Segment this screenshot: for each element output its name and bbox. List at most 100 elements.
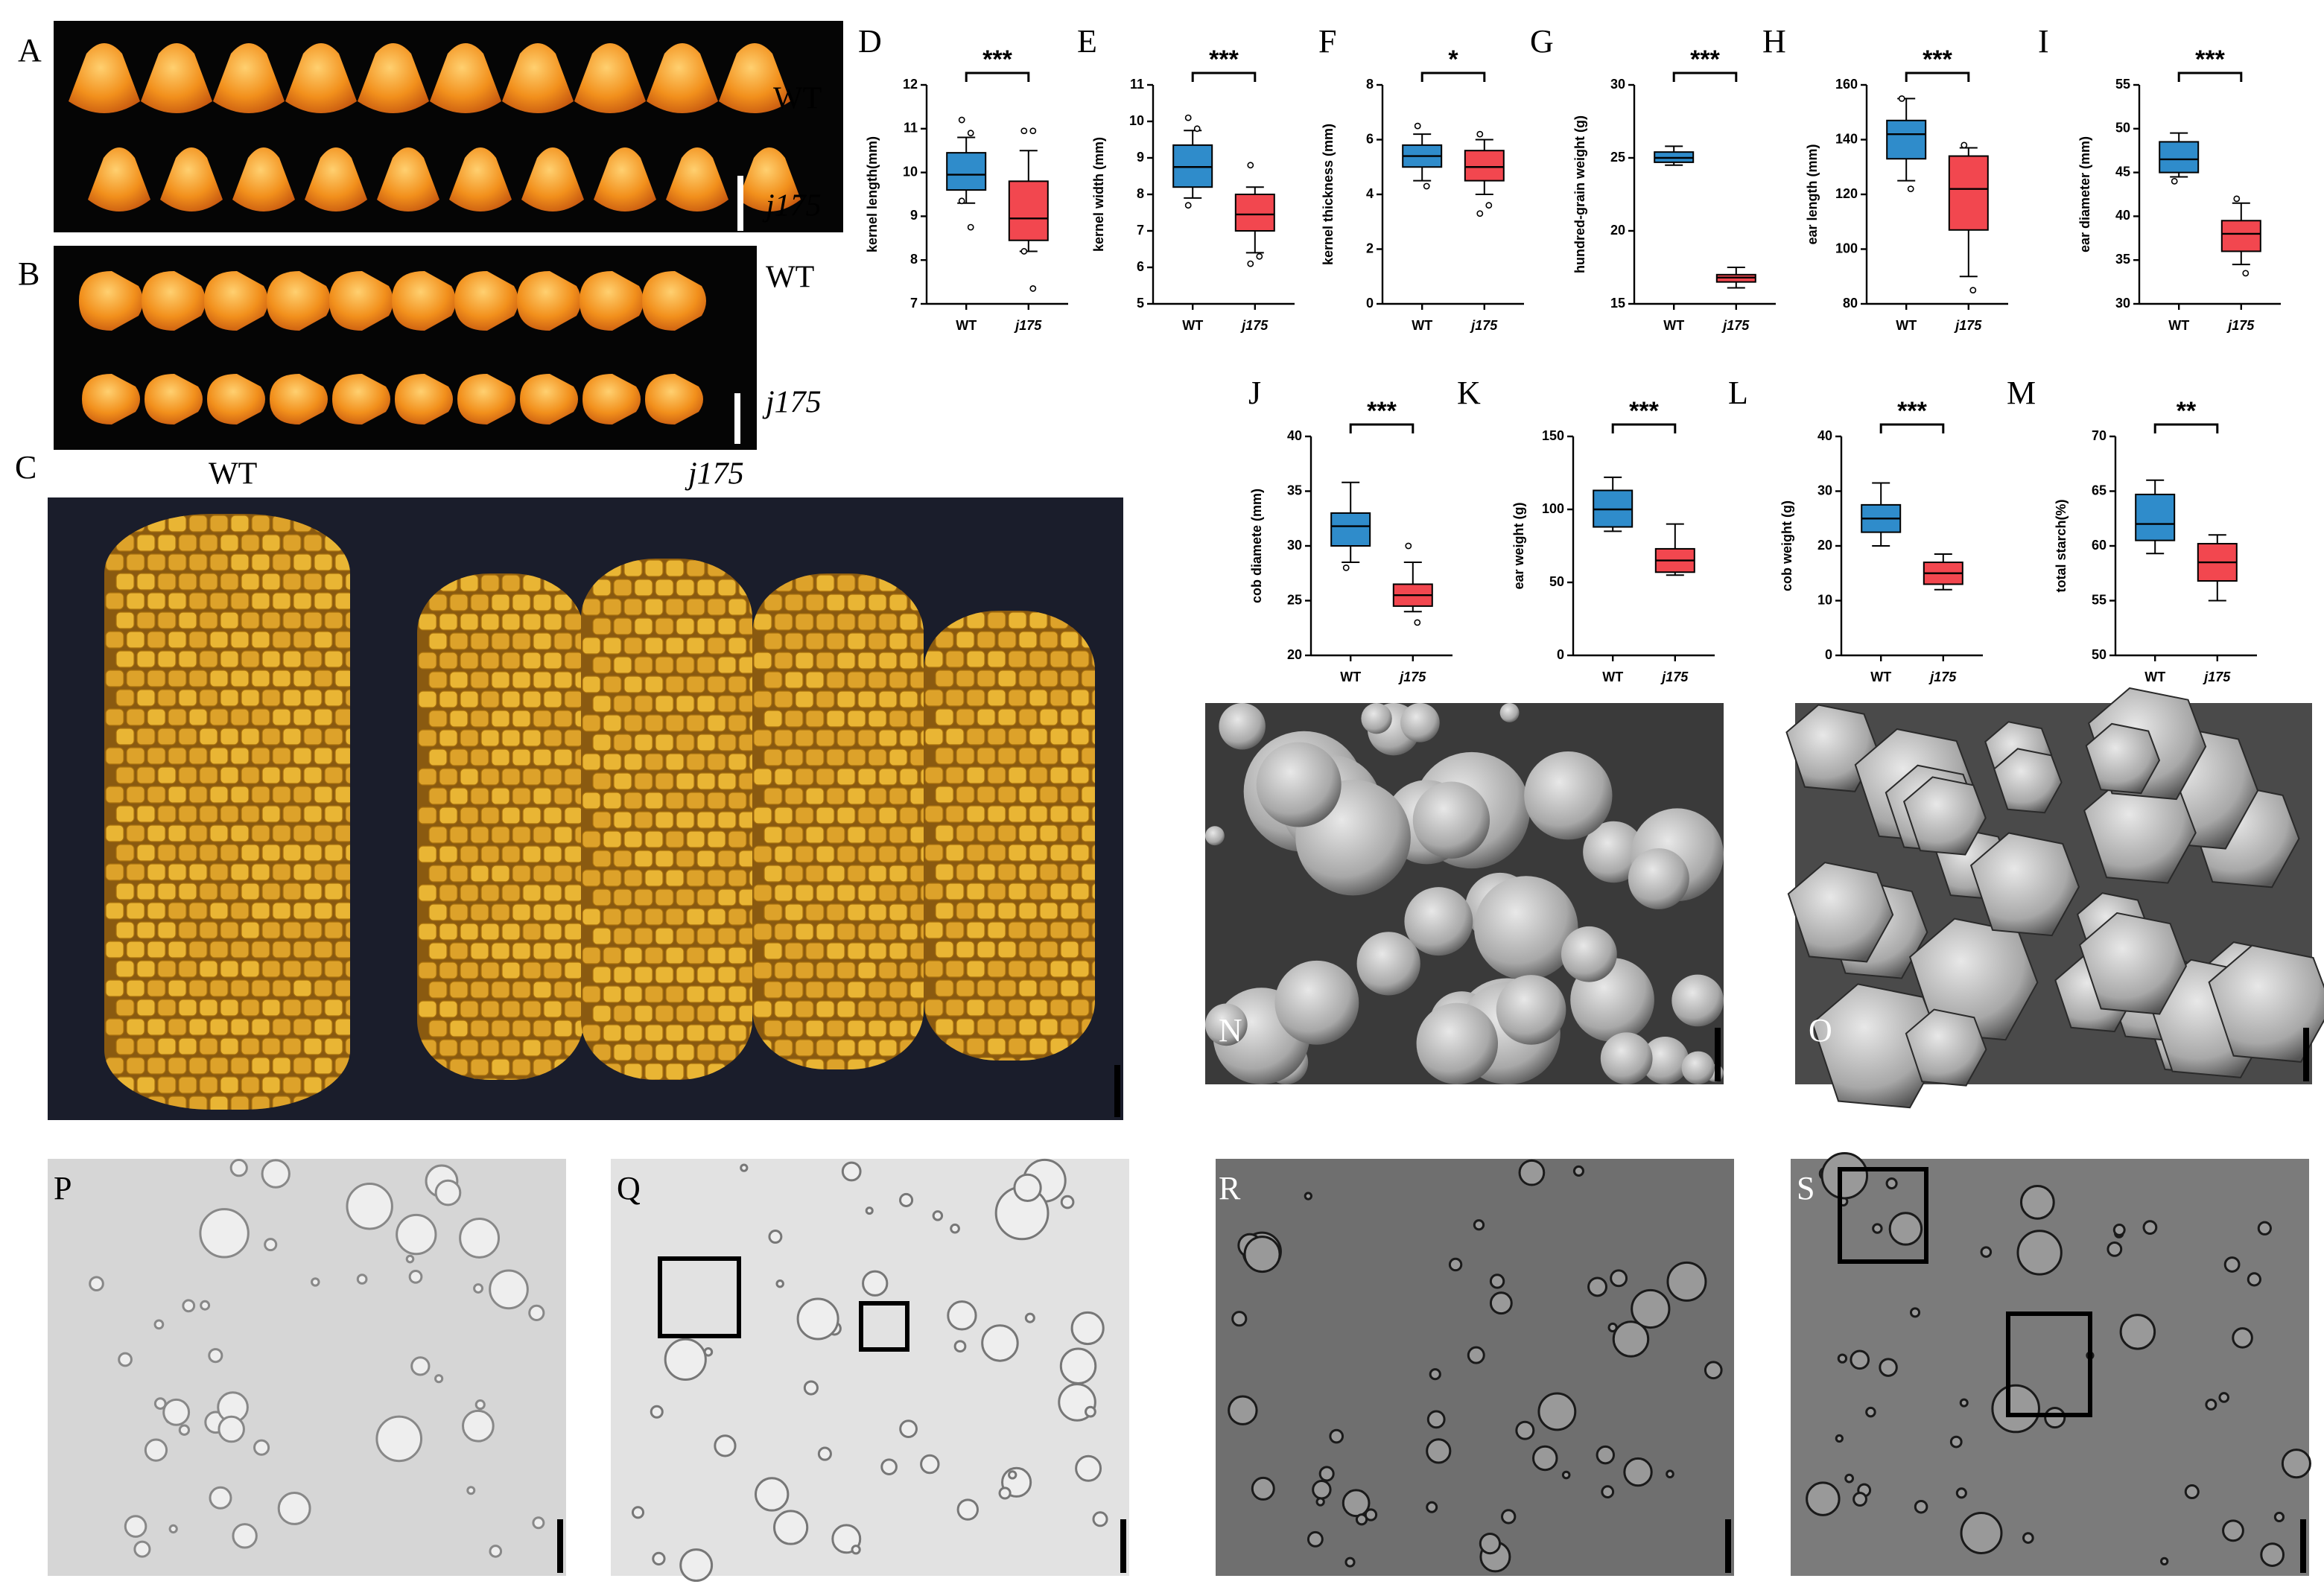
corn-kernel bbox=[603, 753, 622, 771]
corn-kernel bbox=[314, 902, 333, 920]
corn-kernel bbox=[168, 708, 187, 726]
corn-kernel bbox=[696, 734, 716, 751]
corn-kernel bbox=[623, 1063, 643, 1080]
corn-kernel bbox=[966, 766, 985, 784]
x-tick-label: WT bbox=[2168, 318, 2189, 333]
corn-kernel bbox=[241, 921, 260, 939]
panel-letter: C bbox=[15, 449, 36, 486]
corn-kernel bbox=[977, 941, 996, 958]
y-tick-label: 7 bbox=[1137, 223, 1144, 238]
corn-kernel bbox=[644, 675, 664, 693]
corn-kernel bbox=[696, 966, 716, 984]
corn-kernel bbox=[105, 824, 124, 842]
box bbox=[1008, 180, 1049, 241]
corn-kernel bbox=[956, 786, 975, 804]
corn-kernel bbox=[603, 792, 622, 810]
corn-kernel bbox=[935, 708, 954, 726]
corn-kernel bbox=[230, 902, 250, 920]
corn-kernel bbox=[282, 534, 302, 552]
corn-kernel bbox=[564, 807, 583, 824]
corn-kernel bbox=[868, 787, 887, 805]
panel-letter: A bbox=[18, 32, 42, 69]
corn-kernel bbox=[282, 650, 302, 668]
corn-kernel bbox=[1081, 747, 1095, 765]
corn-kernel bbox=[686, 792, 705, 810]
corn-kernel bbox=[665, 714, 685, 732]
corn-kernel bbox=[816, 613, 835, 631]
corn-kernel bbox=[696, 617, 716, 635]
corn-kernel bbox=[738, 695, 752, 713]
x-tick-label: WT bbox=[1602, 670, 1623, 684]
corn-kernel bbox=[345, 921, 350, 939]
y-axis-label: total starch(%) bbox=[2054, 499, 2069, 592]
corn-kernel bbox=[868, 981, 887, 999]
starch-granule bbox=[1666, 1261, 1707, 1302]
starch-granule bbox=[1885, 1177, 1898, 1190]
y-tick-label: 4 bbox=[1366, 186, 1374, 201]
starch-granule bbox=[1910, 1307, 1921, 1318]
starch-granule bbox=[1426, 1438, 1452, 1464]
corn-kernel bbox=[533, 942, 552, 960]
kernel bbox=[82, 374, 140, 425]
corn-kernel bbox=[634, 734, 653, 751]
starch-granule bbox=[410, 1356, 431, 1376]
corn-kernel bbox=[676, 966, 695, 984]
corn-kernel bbox=[491, 594, 510, 611]
starch-granule bbox=[528, 1304, 545, 1321]
corn-kernel bbox=[282, 883, 302, 900]
corn-kernel bbox=[920, 613, 924, 631]
corn-kernel bbox=[272, 902, 291, 920]
corn-kernel bbox=[868, 865, 887, 883]
sample-label: WT bbox=[209, 457, 257, 492]
outlier bbox=[967, 223, 974, 231]
corn-kernel bbox=[592, 579, 612, 597]
corn-kernel bbox=[816, 807, 835, 824]
corn-kernel bbox=[878, 768, 898, 786]
corn-kernel bbox=[324, 805, 343, 823]
corn-kernel bbox=[460, 652, 479, 670]
corn-kernel bbox=[1008, 650, 1027, 668]
corn-kernel bbox=[644, 598, 664, 616]
corn-kernel bbox=[935, 902, 954, 920]
corn-kernel bbox=[168, 863, 187, 881]
corn-kernel bbox=[303, 573, 323, 591]
corn-kernel bbox=[774, 690, 793, 708]
corn-kernel bbox=[857, 1000, 877, 1018]
corn-kernel bbox=[836, 768, 856, 786]
corn-kernel bbox=[157, 921, 177, 939]
corn-kernel bbox=[899, 845, 918, 863]
corn-kernel bbox=[178, 689, 197, 707]
starch-granule bbox=[408, 1270, 423, 1284]
corn-kernel bbox=[878, 923, 898, 941]
corn-kernel bbox=[491, 942, 510, 960]
corn-kernel bbox=[220, 611, 239, 629]
corn-kernel bbox=[157, 1037, 177, 1055]
corn-kernel bbox=[623, 908, 643, 926]
y-tick-label: 40 bbox=[1287, 428, 1302, 443]
starch-granule bbox=[817, 1446, 832, 1461]
corn-kernel bbox=[592, 1005, 612, 1023]
starch-granule bbox=[1969, 832, 2080, 937]
corn-kernel bbox=[460, 845, 479, 863]
corn-kernel bbox=[282, 689, 302, 707]
corn-kernel bbox=[997, 979, 1017, 997]
corn-kernel bbox=[512, 632, 531, 650]
corn-kernel bbox=[795, 807, 814, 824]
ear bbox=[581, 559, 752, 1080]
x-tick-label: WT bbox=[956, 318, 977, 333]
corn-kernel bbox=[168, 631, 187, 649]
corn-kernel bbox=[324, 844, 343, 862]
corn-kernel bbox=[480, 613, 500, 631]
corn-kernel bbox=[1008, 611, 1027, 629]
y-tick-label: 6 bbox=[1366, 131, 1374, 146]
corn-kernel bbox=[533, 787, 552, 805]
starch-granule bbox=[1070, 1311, 1105, 1346]
kernel bbox=[594, 147, 656, 212]
corn-kernel bbox=[1018, 863, 1038, 881]
corn-kernel bbox=[345, 573, 350, 591]
kernel bbox=[738, 147, 801, 212]
corn-kernel bbox=[686, 1024, 705, 1042]
corn-kernel bbox=[470, 981, 489, 999]
corn-kernel bbox=[282, 999, 302, 1017]
corn-kernel bbox=[686, 753, 705, 771]
